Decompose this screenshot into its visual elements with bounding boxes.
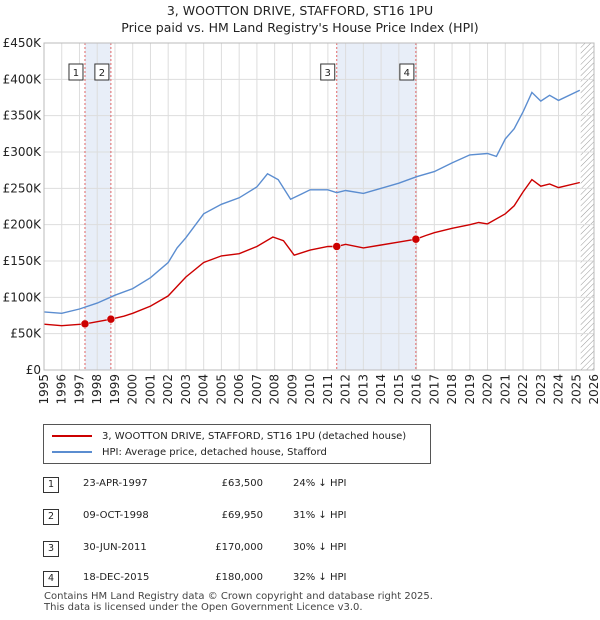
legend-label-hpi: HPI: Average price, detached house, Staf…	[102, 446, 327, 458]
legend-label-property: 3, WOOTTON DRIVE, STAFFORD, ST16 1PU (de…	[102, 430, 407, 442]
footer-copyright: Contains HM Land Registry data © Crown c…	[44, 591, 433, 602]
x-tick-label: 2021	[498, 374, 512, 405]
chart-subtitle: Price paid vs. HM Land Registry's House …	[121, 20, 478, 35]
sale-point	[411, 234, 421, 244]
x-tick-label: 2001	[143, 374, 157, 405]
y-tick-label: £100K	[3, 290, 43, 304]
sale-row: 4 18-DEC-2015 £180,000 32% ↓ HPI	[43, 569, 443, 589]
y-tick-label: £400K	[3, 72, 43, 86]
x-tick-label: 2005	[214, 374, 228, 405]
shaded-period	[84, 43, 111, 370]
chart-legend: 3, WOOTTON DRIVE, STAFFORD, ST16 1PU (de…	[43, 424, 431, 464]
x-tick-label: 2012	[339, 374, 353, 405]
y-tick-label: £50K	[10, 327, 42, 341]
sale-row: 3 30-JUN-2011 £170,000 30% ↓ HPI	[43, 539, 443, 559]
sale-hpi-diff: 24% ↓ HPI	[293, 478, 347, 489]
sale-number-badge: 4	[43, 571, 59, 587]
x-tick-label: 2017	[427, 374, 441, 405]
sale-point	[106, 314, 116, 324]
forecast-hatch	[580, 43, 594, 370]
legend-item-property: 3, WOOTTON DRIVE, STAFFORD, ST16 1PU (de…	[52, 429, 406, 443]
annotation-box	[320, 63, 336, 81]
x-tick-label: 1999	[108, 374, 122, 405]
x-tick-label: 1997	[72, 374, 86, 405]
sale-number-badge: 1	[43, 477, 59, 493]
x-tick-label: 2009	[285, 374, 299, 405]
x-tick-label: 2002	[161, 374, 175, 405]
x-tick-label: 2011	[321, 374, 335, 405]
chart-title: 3, WOOTTON DRIVE, STAFFORD, ST16 1PU	[167, 3, 433, 18]
shaded-period	[336, 43, 416, 370]
x-tick-label: 2018	[445, 374, 459, 405]
sale-price: £69,950	[221, 510, 263, 521]
x-tick-label: 2024	[552, 374, 566, 405]
x-tick-label: 2008	[268, 374, 282, 405]
annotation-box	[68, 63, 84, 81]
x-tick-label: 1996	[55, 374, 69, 405]
x-tick-label: 2007	[250, 374, 264, 405]
annotation-label: 1	[73, 68, 79, 79]
legend-item-hpi: HPI: Average price, detached house, Staf…	[52, 445, 327, 459]
annotation-label: 3	[325, 68, 331, 79]
x-tick-label: 2015	[392, 374, 406, 405]
sale-date: 09-OCT-1998	[83, 510, 149, 521]
price-chart: 3, WOOTTON DRIVE, STAFFORD, ST16 1PU Pri…	[3, 3, 600, 405]
x-tick-label: 1998	[90, 374, 104, 405]
sale-point	[80, 319, 90, 329]
x-tick-label: 2025	[569, 374, 583, 405]
plot-area: 1 2 3 4 £0 £50K £100K £150K £200K £250K £300K £350K…	[3, 36, 600, 405]
sale-row: 1 23-APR-1997 £63,500 24% ↓ HPI	[43, 475, 443, 495]
x-tick-label: 2010	[303, 374, 317, 405]
sale-price: £180,000	[215, 572, 263, 583]
y-tick-label: £200K	[3, 218, 43, 232]
x-tick-label: 2022	[516, 374, 530, 405]
sale-hpi-diff: 31% ↓ HPI	[293, 510, 347, 521]
y-tick-label: £350K	[3, 109, 43, 123]
annotation-box	[94, 63, 110, 81]
x-tick-label: 2026	[587, 374, 600, 405]
x-tick-label: 2023	[534, 374, 548, 405]
sale-date: 18-DEC-2015	[83, 572, 150, 583]
annotation-label: 2	[99, 68, 105, 79]
y-tick-label: £300K	[3, 145, 43, 159]
sale-price: £170,000	[215, 542, 263, 553]
hpi-line	[43, 89, 581, 315]
x-tick-label: 2019	[463, 374, 477, 405]
y-tick-label: £450K	[3, 36, 43, 50]
sale-price: £63,500	[221, 478, 263, 489]
x-tick-label: 2013	[356, 374, 370, 405]
footer-note: Contains HM Land Registry data © Crown c…	[44, 591, 433, 613]
plot-frame	[43, 42, 595, 371]
x-tick-label: 1995	[37, 374, 51, 405]
y-tick-label: £150K	[3, 254, 43, 268]
y-tick-label: £250K	[3, 181, 43, 195]
sale-date: 30-JUN-2011	[83, 542, 147, 553]
sale-hpi-diff: 32% ↓ HPI	[293, 572, 347, 583]
annotation-box	[399, 63, 415, 81]
x-tick-label: 2016	[410, 374, 424, 405]
x-tick-label: 2000	[126, 374, 140, 405]
x-tick-label: 2003	[179, 374, 193, 405]
sale-row: 2 09-OCT-1998 £69,950 31% ↓ HPI	[43, 507, 443, 527]
sale-number-badge: 3	[43, 541, 59, 557]
sale-number-badge: 2	[43, 509, 59, 525]
footer-licence: This data is licensed under the Open Gov…	[44, 601, 363, 613]
sale-point	[332, 242, 341, 251]
x-tick-label: 2014	[374, 374, 388, 405]
annotation-label: 4	[404, 68, 410, 79]
legend-swatch-hpi	[52, 451, 92, 453]
sale-date: 23-APR-1997	[83, 478, 148, 489]
x-tick-label: 2020	[481, 374, 495, 405]
x-tick-label: 2004	[197, 374, 211, 405]
y-tick-label: £0	[26, 363, 41, 377]
legend-swatch-property	[52, 435, 92, 437]
sale-hpi-diff: 30% ↓ HPI	[293, 542, 347, 553]
plot-background	[44, 43, 594, 370]
x-tick-label: 2006	[232, 374, 246, 405]
